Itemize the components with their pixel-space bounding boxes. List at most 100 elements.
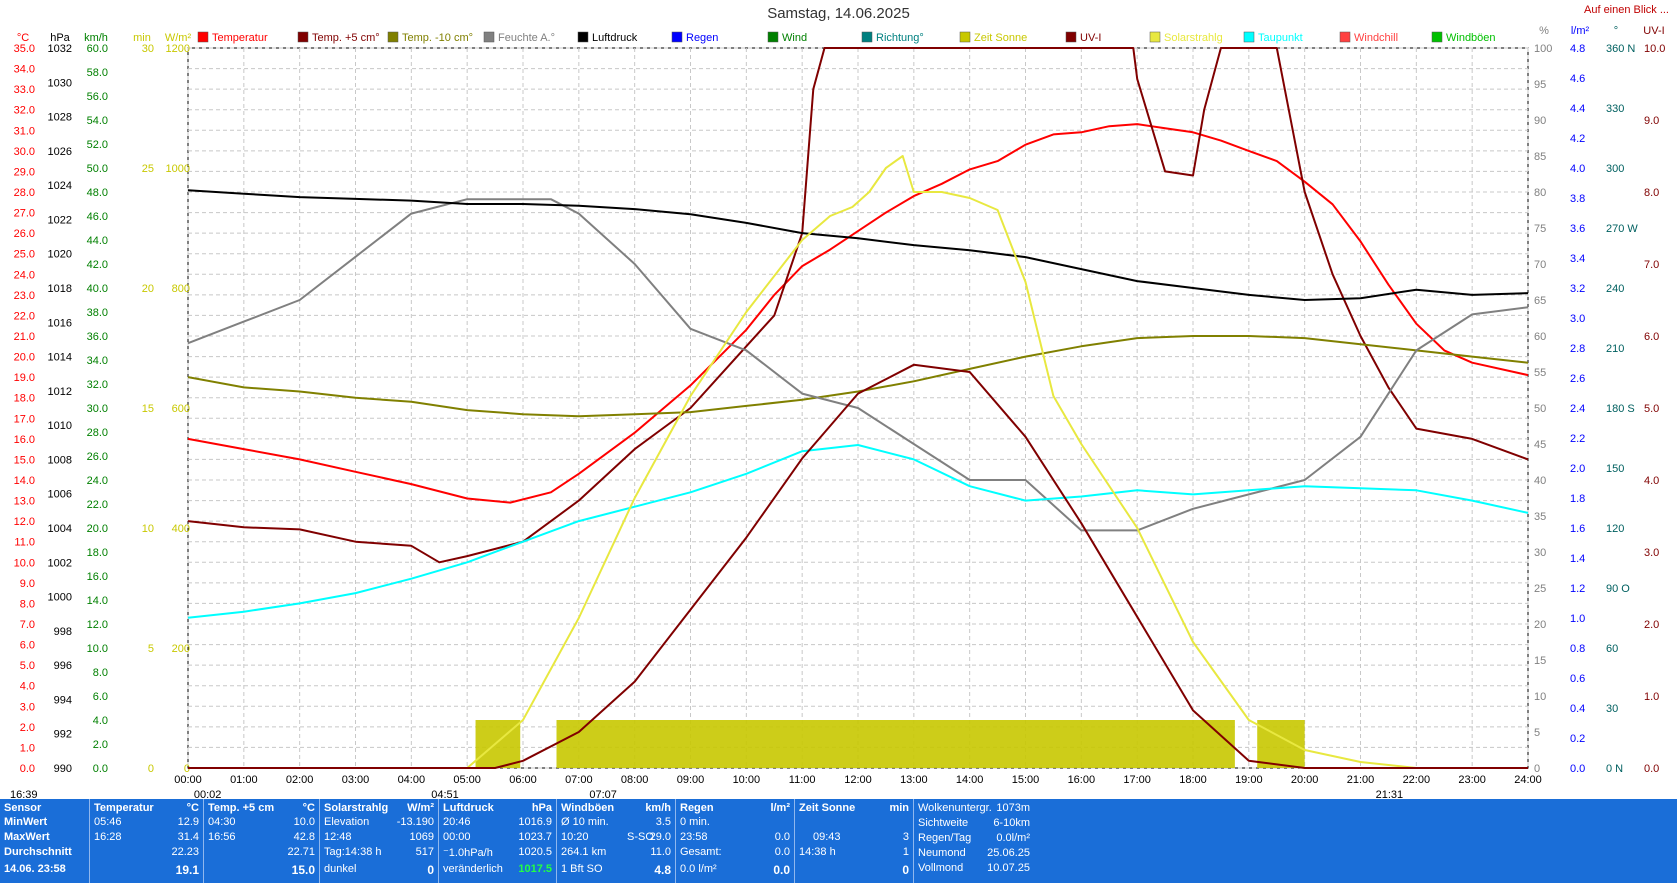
axis-tick-right: 6.0 xyxy=(1644,331,1659,343)
axis-tick-right: 0 xyxy=(1534,763,1540,775)
axis-tick-left: 992 xyxy=(54,729,72,741)
axis-tick-left: 1006 xyxy=(48,489,72,501)
footer-pressure-label: ⁻1.0hPa/h xyxy=(443,847,493,859)
axis-tick-left: 15 xyxy=(142,403,154,415)
footer-temp-title: Temperatur xyxy=(94,802,154,814)
footer-temp-value: 22.23 xyxy=(171,846,199,858)
axis-tick-left: 4.0 xyxy=(20,681,35,693)
axis-tick-left: 48.0 xyxy=(87,187,108,199)
axis-tick-right: 3.8 xyxy=(1570,193,1585,205)
axis-tick-right: 2.6 xyxy=(1570,373,1585,385)
footer-temp5-col: Temp. +5 cm °C 04:30 10.0 16:56 42.8 22.71… xyxy=(203,799,319,883)
axis-tick-right: 15 xyxy=(1534,655,1546,667)
legend-label: Zeit Sonne xyxy=(974,32,1027,44)
series-line-temperatur xyxy=(187,123,1529,504)
footer-pressure-value: 1020.5 xyxy=(518,846,552,858)
axis-tick-left: 600 xyxy=(172,403,190,415)
legend-swatch xyxy=(671,31,683,43)
footer-pressure-col: Luftdruck hPa 20:46 1016.9 00:00 1023.7 ⁻1… xyxy=(438,799,556,883)
footer-temp5-value: 42.8 xyxy=(293,831,315,843)
axis-tick-left: 1016 xyxy=(48,317,72,329)
axis-unit-left: °C xyxy=(17,32,29,44)
axis-tick-left: 14.0 xyxy=(87,595,108,607)
axis-tick-right: 90 O xyxy=(1606,583,1630,595)
axis-tick-right: 1.0 xyxy=(1570,613,1585,625)
axis-tick-left: 12.0 xyxy=(87,619,108,631)
axis-tick-left: 30 xyxy=(142,43,154,55)
footer-pressure-unit: hPa xyxy=(531,802,552,814)
x-tick-label: 11:00 xyxy=(789,774,816,786)
axis-tick-left: 21.0 xyxy=(14,331,35,343)
weather-chart: °C35.0 34.0 33.0 32.0 31.0 30.0 29.0 28.0 27.0 26… xyxy=(10,25,1665,799)
axis-tick-left: 200 xyxy=(172,643,190,655)
axis-tick-left: 9.0 xyxy=(20,578,35,590)
axis-tick-left: 40.0 xyxy=(87,283,108,295)
x-tick-label: 05:00 xyxy=(453,774,481,786)
footer-rain-label: 0.0 l/m² xyxy=(680,863,717,875)
footer-gust-col: Windböen km/h Ø 10 min. 3.5 10:20 S-SO 29.0… xyxy=(556,799,675,883)
x-tick-label: 00:00 xyxy=(174,774,202,786)
footer-temp5-time: 16:56 xyxy=(208,831,236,843)
legend-label: UV-I xyxy=(1080,32,1101,44)
x-tick-label: 16:00 xyxy=(1068,774,1096,786)
axis-tick-right: 65 xyxy=(1534,295,1546,307)
footer-gust-label: 10:20 xyxy=(561,831,589,843)
x-tick-label: 19:00 xyxy=(1235,774,1263,786)
axis-tick-right: 30 xyxy=(1606,703,1618,715)
overview-link[interactable]: Auf einen Blick ... xyxy=(1584,4,1669,16)
axis-tick-left: 35.0 xyxy=(14,43,35,55)
axis-tick-right: 0.4 xyxy=(1570,703,1585,715)
legend-label: Windchill xyxy=(1354,32,1398,44)
footer-info-col: Wolkenuntergr. 1073m Sichtweite 6-10km Reg… xyxy=(913,799,1034,883)
axis-tick-right: 270 W xyxy=(1606,223,1638,235)
footer-sensor-row: Durchschnitt xyxy=(4,846,72,858)
footer-info-value: 0.0l/m² xyxy=(996,832,1030,844)
axis-unit-left: W/m² xyxy=(165,32,192,44)
axis-tick-left: 38.0 xyxy=(87,307,108,319)
axis-tick-left: 1008 xyxy=(48,454,72,466)
footer-gust-value: 3.5 xyxy=(655,816,671,828)
time-label: 16:39 xyxy=(10,789,38,799)
x-tick-label: 23:00 xyxy=(1458,774,1486,786)
axis-tick-left: 20 xyxy=(142,283,154,295)
axis-tick-right: 330 xyxy=(1606,103,1624,115)
legend-swatch xyxy=(197,31,209,43)
legend-label: Windböen xyxy=(1446,32,1496,44)
legend-swatch xyxy=(767,31,779,43)
footer-rain-value: 0.0 xyxy=(774,846,790,858)
x-tick-label: 07:00 xyxy=(565,774,593,786)
footer-pressure-label: veränderlich xyxy=(443,863,503,875)
axis-tick-left: 0 xyxy=(148,763,154,775)
axis-tick-right: 30 xyxy=(1534,547,1546,559)
axis-tick-right: 3.0 xyxy=(1644,547,1659,559)
axis-tick-left: 13.0 xyxy=(14,496,35,508)
legend-label: Luftdruck xyxy=(592,32,638,44)
axis-tick-left: 0 xyxy=(184,763,190,775)
axis-tick-left: 20.0 xyxy=(14,352,35,364)
axis-tick-left: 36.0 xyxy=(87,331,108,343)
axis-tick-left: 1000 xyxy=(48,592,72,604)
footer-temp-unit: °C xyxy=(186,802,199,814)
axis-tick-left: 10 xyxy=(142,523,154,535)
axis-unit-right: ° xyxy=(1614,25,1618,37)
footer-info-label: Neumond xyxy=(918,847,966,859)
axis-tick-right: 1.2 xyxy=(1570,583,1585,595)
axis-tick-right: 4.2 xyxy=(1570,133,1585,145)
moonset-marker: 07:07 xyxy=(589,789,617,799)
sunshine-block xyxy=(556,720,1235,768)
legend-label: Richtung° xyxy=(876,32,924,44)
footer-solar-label: dunkel xyxy=(324,863,357,875)
axis-tick-left: 15.0 xyxy=(14,454,35,466)
axis-tick-right: 5 xyxy=(1534,727,1540,739)
legend-label: Taupunkt xyxy=(1258,32,1303,44)
axis-tick-right: 1.0 xyxy=(1644,691,1659,703)
axis-unit-left: hPa xyxy=(50,32,70,44)
footer-temp5-current: 15.0 xyxy=(291,863,315,877)
axis-tick-left: 30.0 xyxy=(87,403,108,415)
x-tick-label: 01:00 xyxy=(230,774,258,786)
series-line-luftdruck xyxy=(187,189,1529,301)
axis-tick-left: 26.0 xyxy=(14,228,35,240)
axis-tick-left: 998 xyxy=(54,626,72,638)
axis-tick-left: 54.0 xyxy=(87,115,108,127)
axis-tick-left: 8.0 xyxy=(20,598,35,610)
